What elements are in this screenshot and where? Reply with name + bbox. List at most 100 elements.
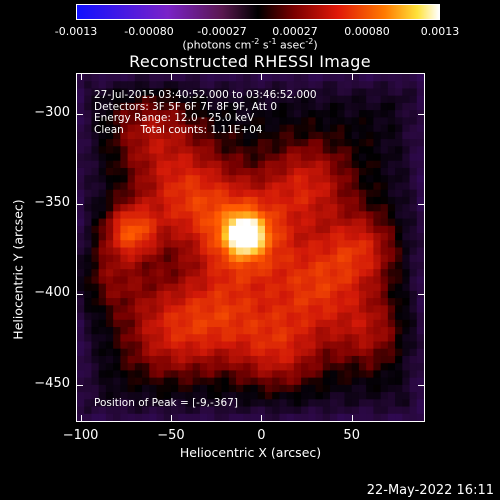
heatmap-cell [308, 283, 317, 292]
heatmap-cell [91, 204, 100, 212]
footer-date: 22-May-2022 16:11 [366, 483, 494, 498]
heatmap-cell [264, 102, 273, 111]
heatmap-cell [322, 204, 331, 212]
heatmap-cell [366, 305, 374, 314]
heatmap-cell [344, 334, 353, 343]
heatmap-cell [351, 225, 360, 234]
heatmap-cell [91, 102, 100, 111]
heatmap-cell [105, 254, 114, 263]
heatmap-cell [366, 110, 374, 118]
heatmap-cell [358, 269, 367, 278]
heatmap-cell [149, 110, 158, 118]
heatmap-cell [84, 139, 93, 147]
heatmap-cell [293, 254, 302, 263]
heatmap-cell [170, 399, 179, 408]
heatmap-cell [351, 204, 360, 212]
heatmap-cell [293, 196, 302, 205]
heatmap-cell [142, 88, 150, 97]
heatmap-cell [395, 261, 403, 270]
heatmap-cell [366, 334, 374, 343]
heatmap-cell [236, 240, 244, 249]
heatmap-cell [351, 175, 360, 184]
heatmap-cell [84, 334, 93, 343]
heatmap-cell [330, 81, 338, 90]
heatmap-cell [330, 146, 338, 155]
heatmap-cell [228, 182, 237, 191]
heatmap-cell [236, 290, 244, 299]
heatmap-cell [207, 261, 215, 270]
heatmap-cell [272, 247, 281, 256]
heatmap-cell [163, 254, 172, 263]
heatmap-cell [170, 363, 179, 371]
heatmap-cell [221, 139, 230, 147]
heatmap-cell [142, 392, 150, 400]
heatmap-cell [163, 233, 172, 241]
heatmap-cell [120, 74, 129, 82]
heatmap-cell [170, 211, 179, 220]
heatmap-cell [98, 363, 107, 371]
heatmap-cell [156, 95, 165, 104]
heatmap-cell [286, 139, 295, 147]
heatmap-cell [322, 95, 331, 104]
heatmap-cell [207, 334, 215, 343]
heatmap-cell [301, 327, 309, 335]
heatmap-cell [286, 102, 295, 111]
heatmap-cell [142, 167, 150, 176]
heatmap-cell [156, 146, 165, 155]
heatmap-cell [264, 218, 273, 227]
heatmap-cell [134, 139, 143, 147]
heatmap-cell [163, 399, 172, 408]
heatmap-cell [236, 124, 244, 133]
heatmap-cell [236, 334, 244, 343]
heatmap-cell [286, 392, 295, 400]
heatmap-cell [207, 327, 215, 335]
heatmap-cell [207, 233, 215, 241]
heatmap-cell [156, 175, 165, 184]
heatmap-cell [337, 131, 346, 140]
heatmap-cell [134, 384, 143, 393]
heatmap-cell [127, 233, 136, 241]
heatmap-cell [77, 312, 85, 321]
heatmap-cell [257, 261, 266, 270]
heatmap-cell [409, 81, 418, 90]
heatmap-cell [207, 276, 215, 285]
heatmap-cell [264, 124, 273, 133]
y-tick-mark [77, 204, 83, 206]
heatmap-cell [351, 290, 360, 299]
heatmap-cell [236, 305, 244, 314]
heatmap-cell [134, 167, 143, 176]
heatmap-cell [351, 261, 360, 270]
heatmap-cell [185, 399, 194, 408]
heatmap-cell [185, 298, 194, 306]
heatmap-cell [308, 182, 317, 191]
heatmap-cell [293, 167, 302, 176]
heatmap-cell [91, 225, 100, 234]
heatmap-cell [344, 305, 353, 314]
heatmap-cell [142, 240, 150, 249]
y-tick-label: −350 [34, 195, 70, 211]
heatmap-cell [91, 298, 100, 306]
heatmap-cell [113, 305, 121, 314]
heatmap-cell [91, 139, 100, 147]
heatmap-cell [337, 341, 346, 350]
heatmap-cell [207, 392, 215, 400]
heatmap-cell [243, 363, 252, 371]
annotation-clean: Clean Total counts: 1.11E+04 [94, 123, 263, 136]
heatmap-cell [91, 370, 100, 379]
heatmap-cell [77, 153, 85, 162]
heatmap-cell [366, 399, 374, 408]
heatmap-cell [134, 269, 143, 278]
heatmap-cell [113, 247, 121, 256]
heatmap-cell [243, 392, 252, 400]
heatmap-cell [344, 88, 353, 97]
heatmap-cell [243, 95, 252, 104]
heatmap-cell [322, 290, 331, 299]
heatmap-cell [91, 88, 100, 97]
heatmap-cell [228, 370, 237, 379]
heatmap-cell [272, 240, 281, 249]
heatmap-cell [214, 298, 223, 306]
heatmap-cell [149, 319, 158, 328]
heatmap-cell [163, 211, 172, 220]
heatmap-cell [279, 131, 288, 140]
heatmap-cell [373, 182, 382, 191]
